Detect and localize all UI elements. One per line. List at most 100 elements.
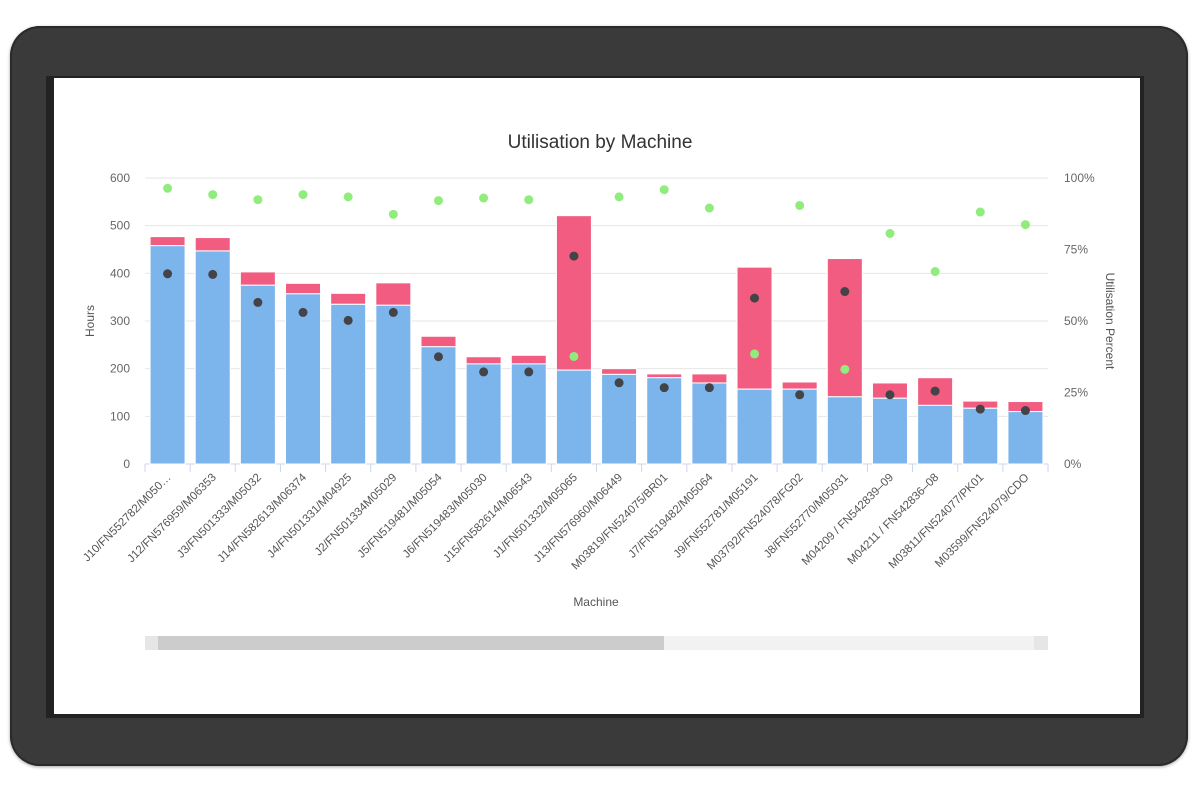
y2-tick-label: 100% (1064, 171, 1095, 185)
bar-bottom-segment[interactable] (646, 377, 683, 465)
x-tick-label: J5/FN519481/M05054 (356, 471, 445, 560)
y2-tick-label: 25% (1064, 386, 1088, 400)
bar-top-segment[interactable] (601, 368, 638, 375)
bar-bottom-segment[interactable] (375, 304, 412, 465)
x-tick-label: M03792/FN524078/FG02 (705, 472, 806, 573)
bar-bottom-segment[interactable] (149, 245, 186, 465)
x-tick-label: J13/FN576960/M06449 (532, 472, 625, 565)
utilisation-point[interactable] (208, 190, 218, 200)
bar-top-segment[interactable] (239, 271, 276, 286)
hours-point[interactable] (885, 390, 895, 400)
hours-point[interactable] (298, 307, 308, 317)
y-axis-left: 0 100 200 300 400 500 600 (110, 171, 130, 471)
bar-bottom-segment[interactable] (917, 404, 954, 465)
utilisation-point[interactable] (795, 200, 805, 210)
bar-top-segment[interactable] (555, 215, 592, 371)
bar-bottom-segment[interactable] (691, 382, 728, 465)
bar-bottom-segment[interactable] (826, 396, 863, 465)
bar-bottom-segment[interactable] (1007, 411, 1044, 465)
hours-point[interactable] (208, 269, 218, 279)
bar-bottom-segment[interactable] (285, 293, 322, 465)
bar-top-segment[interactable] (375, 282, 412, 306)
hours-point[interactable] (253, 297, 263, 307)
bar-bottom-segment[interactable] (736, 388, 773, 465)
bar-bottom-segment[interactable] (239, 284, 276, 465)
utilisation-point[interactable] (479, 193, 489, 203)
bar-bottom-segment[interactable] (962, 407, 999, 465)
hours-point[interactable] (750, 293, 760, 303)
x-tick-label: M03599/FN524079/CDO (933, 472, 1031, 570)
hours-point[interactable] (479, 367, 489, 377)
x-tick-label: J8/FN552770/M05031 (762, 472, 851, 561)
x-tick-label: J12/FN576959/M06353 (125, 472, 218, 565)
bar-bottom-segment[interactable] (194, 250, 231, 465)
bar-bottom-segment[interactable] (555, 369, 592, 465)
utilisation-point[interactable] (930, 267, 940, 277)
bar-top-segment[interactable] (736, 266, 773, 390)
bar-bottom-segment[interactable] (420, 346, 457, 465)
hours-point[interactable] (569, 251, 579, 261)
utilisation-point[interactable] (614, 192, 624, 202)
utilisation-point[interactable] (433, 196, 443, 206)
x-tick-label: J4/FN501331/M04925 (265, 472, 354, 561)
scrollbar-left-button[interactable] (145, 636, 158, 650)
hours-point[interactable] (1020, 406, 1030, 416)
hours-point[interactable] (343, 315, 353, 325)
x-tick-label: J7/FN519482/M05064 (627, 471, 716, 560)
bar-top-segment[interactable] (285, 282, 322, 295)
x-tick-label: J9/FN552781/M05191 (672, 472, 761, 561)
bar-top-segment[interactable] (465, 356, 502, 365)
bar-bottom-segment[interactable] (330, 303, 367, 465)
bar-bottom-segment[interactable] (781, 388, 818, 465)
bar-series (149, 215, 1044, 465)
utilisation-point[interactable] (388, 209, 398, 219)
utilisation-point[interactable] (975, 207, 985, 217)
utilisation-point[interactable] (343, 192, 353, 202)
x-tick-label: M04211 / FN542836–08 (846, 472, 942, 568)
utilisation-point[interactable] (298, 190, 308, 200)
bar-top-segment[interactable] (646, 373, 683, 379)
hours-point[interactable] (524, 367, 534, 377)
bar-top-segment[interactable] (510, 354, 547, 365)
utilisation-point[interactable] (569, 351, 579, 361)
bar-top-segment[interactable] (149, 236, 186, 247)
bar-bottom-segment[interactable] (601, 373, 638, 465)
hours-point[interactable] (840, 287, 850, 297)
bar-top-segment[interactable] (330, 292, 367, 305)
hours-point[interactable] (975, 404, 985, 414)
utilisation-point[interactable] (659, 185, 669, 195)
hours-point[interactable] (795, 390, 805, 400)
bar-bottom-segment[interactable] (510, 363, 547, 465)
x-tick-label: M03811/FN524077/PK01 (887, 472, 987, 572)
hours-point[interactable] (659, 383, 669, 393)
bar-top-segment[interactable] (691, 373, 728, 384)
utilisation-point[interactable] (253, 195, 263, 205)
scrollbar-thumb[interactable] (158, 636, 664, 650)
bar-top-segment[interactable] (826, 258, 863, 398)
hours-point[interactable] (433, 352, 443, 362)
bar-bottom-segment[interactable] (465, 363, 502, 465)
hours-point[interactable] (930, 386, 940, 396)
y2-tick-label: 0% (1064, 457, 1082, 471)
bar-top-segment[interactable] (194, 237, 231, 252)
bar-top-segment[interactable] (420, 335, 457, 348)
hours-point[interactable] (614, 378, 624, 388)
y2-tick-label: 50% (1064, 314, 1088, 328)
utilisation-point[interactable] (1020, 220, 1030, 230)
y-tick-label: 300 (110, 314, 130, 328)
bar-bottom-segment[interactable] (871, 397, 908, 465)
hours-point[interactable] (388, 307, 398, 317)
y-tick-label: 200 (110, 362, 130, 376)
utilisation-point[interactable] (163, 183, 173, 193)
bar-top-segment[interactable] (781, 381, 818, 390)
chart-title: Utilisation by Machine (508, 132, 693, 153)
hours-point[interactable] (163, 269, 173, 279)
utilisation-point[interactable] (524, 195, 534, 205)
utilisation-point[interactable] (885, 228, 895, 238)
utilisation-point[interactable] (750, 349, 760, 359)
utilisation-point[interactable] (704, 203, 714, 213)
hours-point[interactable] (704, 383, 714, 393)
scrollbar-right-button[interactable] (1034, 636, 1048, 650)
utilisation-point[interactable] (840, 364, 850, 374)
